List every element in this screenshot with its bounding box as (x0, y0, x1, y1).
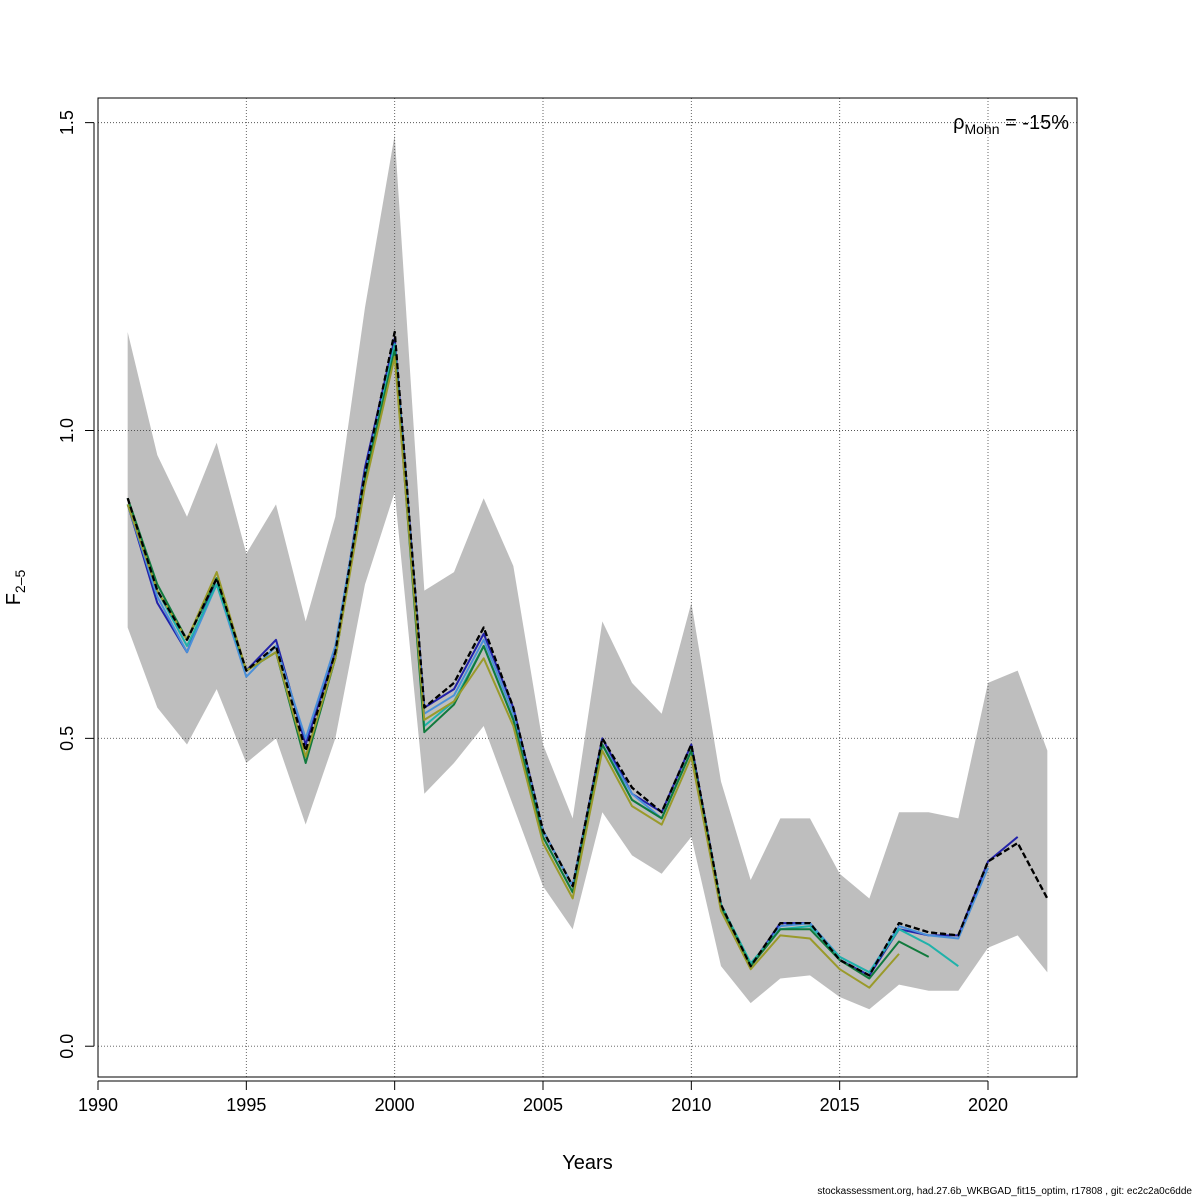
confidence-band (127, 134, 1048, 1010)
mohn-rho-subscript: Mohn (964, 121, 999, 137)
x-tick-label-1995: 1995 (226, 1095, 266, 1115)
y-tick-label-0: 0.0 (57, 1034, 77, 1059)
plot-frame (97, 97, 1078, 1078)
series-layer (126, 330, 1049, 989)
x-tick-label-2000: 2000 (375, 1095, 415, 1115)
mohn-rho-symbol: ρ (953, 112, 964, 134)
y-tick-label-3: 1.5 (57, 110, 77, 135)
x-tick-label-2010: 2010 (671, 1095, 711, 1115)
y-axis-label-sub: 2–5 (12, 569, 28, 593)
x-tick-label-2005: 2005 (523, 1095, 563, 1115)
x-tick-label-2015: 2015 (820, 1095, 860, 1115)
y-tick-label-1: 0.5 (57, 726, 77, 751)
x-tick-label-2020: 2020 (968, 1095, 1008, 1115)
x-tick-label-1990: 1990 (78, 1095, 118, 1115)
footer-credit: stockassessment.org, had.27.6b_WKBGAD_fi… (817, 1186, 1192, 1197)
mohn-rho-annotation: ρMohn = -15% (953, 112, 1069, 137)
series-line-0-overlay (126, 330, 1049, 977)
y-axis-label-main: F (3, 593, 25, 605)
series-line-5 (126, 355, 900, 989)
y-tick-label-2: 1.0 (57, 418, 77, 443)
confidence-band-layer (127, 134, 1048, 1010)
mohn-rho-value: = -15% (1000, 112, 1070, 134)
axes-layer: 1990 1995 2000 2005 2010 2015 2020 0.0 0.5 1.0 1.5 (57, 110, 1008, 1115)
x-axis-label: Years (562, 1152, 612, 1174)
y-axis-label: F2–5 (3, 569, 28, 605)
